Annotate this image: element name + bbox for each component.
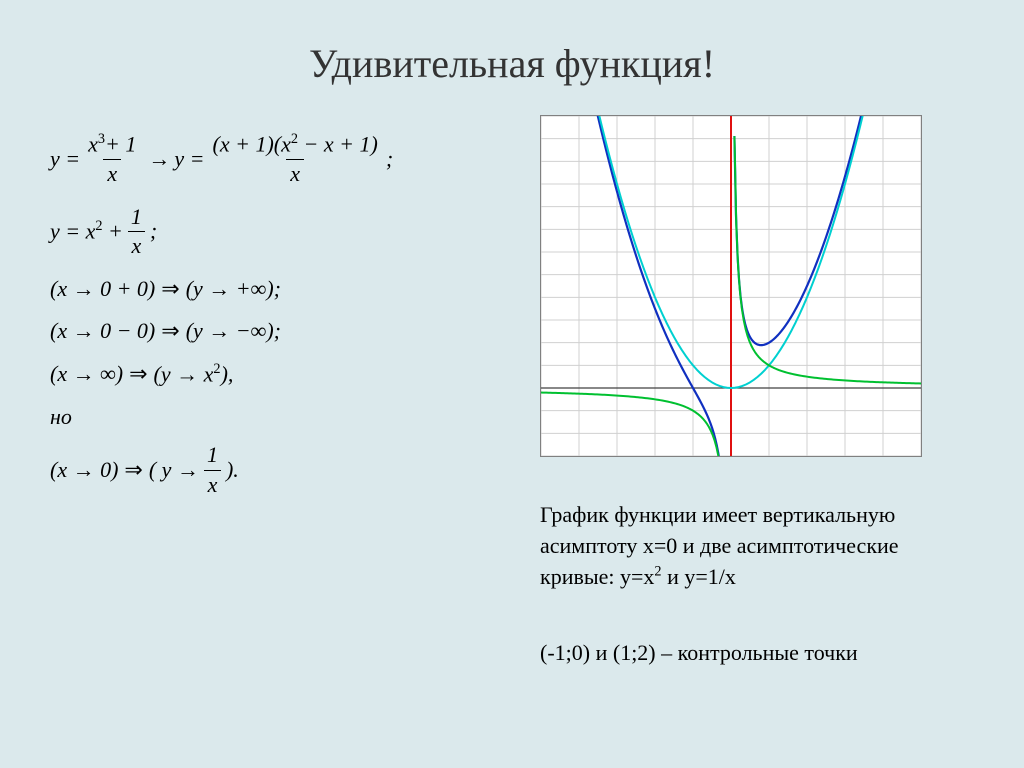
fraction: 1 x (203, 441, 222, 499)
control-points: (-1;0) и (1;2) – контрольные точки (540, 640, 980, 666)
chart-svg (541, 116, 921, 456)
punct: ; (386, 145, 393, 174)
denominator: x (128, 231, 146, 261)
arrow-icon: → (148, 145, 170, 174)
fraction: 1 x (127, 203, 146, 261)
lim-left: (x → 0 − 0) (50, 317, 155, 346)
fraction: (x + 1)(x2 − x + 1) x (209, 130, 382, 189)
denominator: x (103, 159, 121, 189)
implies-icon: ⇒ (129, 360, 147, 389)
limit-3: (x → ∞) ⇒ (y → x2), (50, 360, 470, 389)
caption-line: кривые: y=x2 и y=1/x (540, 564, 736, 589)
function-chart (540, 115, 922, 457)
lim-right: (y → x2), (154, 360, 234, 389)
equation-1: y = x3+ 1 x → y = (x + 1)(x2 − x + 1) x … (50, 130, 470, 189)
lim-left: (x → 0) (50, 456, 118, 485)
slide-title: Удивительная функция! (0, 40, 1024, 87)
numerator: 1 (203, 441, 222, 470)
lim-left: (x → ∞) (50, 360, 123, 389)
eq-text: y = (174, 145, 204, 174)
limit-4: (x → 0) ⇒ ( y → 1 x ). (50, 441, 470, 499)
lim-right: (y → −∞); (186, 317, 281, 346)
limit-1: (x → 0 + 0) ⇒ (y → +∞); (50, 275, 470, 304)
equation-2: y = x2 + 1 x ; (50, 203, 470, 261)
numerator: x3+ 1 (84, 130, 140, 159)
but-text: но (50, 403, 470, 432)
fraction: x3+ 1 x (84, 130, 140, 189)
implies-icon: ⇒ (161, 275, 179, 304)
denominator: x (204, 470, 222, 500)
chart-caption: График функции имеет вертикальную асимпт… (540, 500, 980, 593)
lim-left: (x → 0 + 0) (50, 275, 155, 304)
lim-right-pre: ( y → (149, 456, 199, 485)
numerator: 1 (127, 203, 146, 232)
lim-right: (y → +∞); (186, 275, 281, 304)
eq-text: y = (50, 145, 80, 174)
implies-icon: ⇒ (161, 317, 179, 346)
limit-2: (x → 0 − 0) ⇒ (y → −∞); (50, 317, 470, 346)
numerator: (x + 1)(x2 − x + 1) (209, 130, 382, 159)
caption-line: График функции имеет вертикальную (540, 502, 895, 527)
denominator: x (286, 159, 304, 189)
formula-block: y = x3+ 1 x → y = (x + 1)(x2 − x + 1) x … (50, 130, 470, 514)
lim-right-post: ). (226, 456, 239, 485)
slide: Удивительная функция! y = x3+ 1 x → y = … (0, 0, 1024, 768)
implies-icon: ⇒ (124, 456, 142, 485)
punct: ; (150, 217, 157, 246)
caption-line: асимптоту x=0 и две асимптотические (540, 533, 899, 558)
eq-text: y = x2 + (50, 217, 123, 246)
